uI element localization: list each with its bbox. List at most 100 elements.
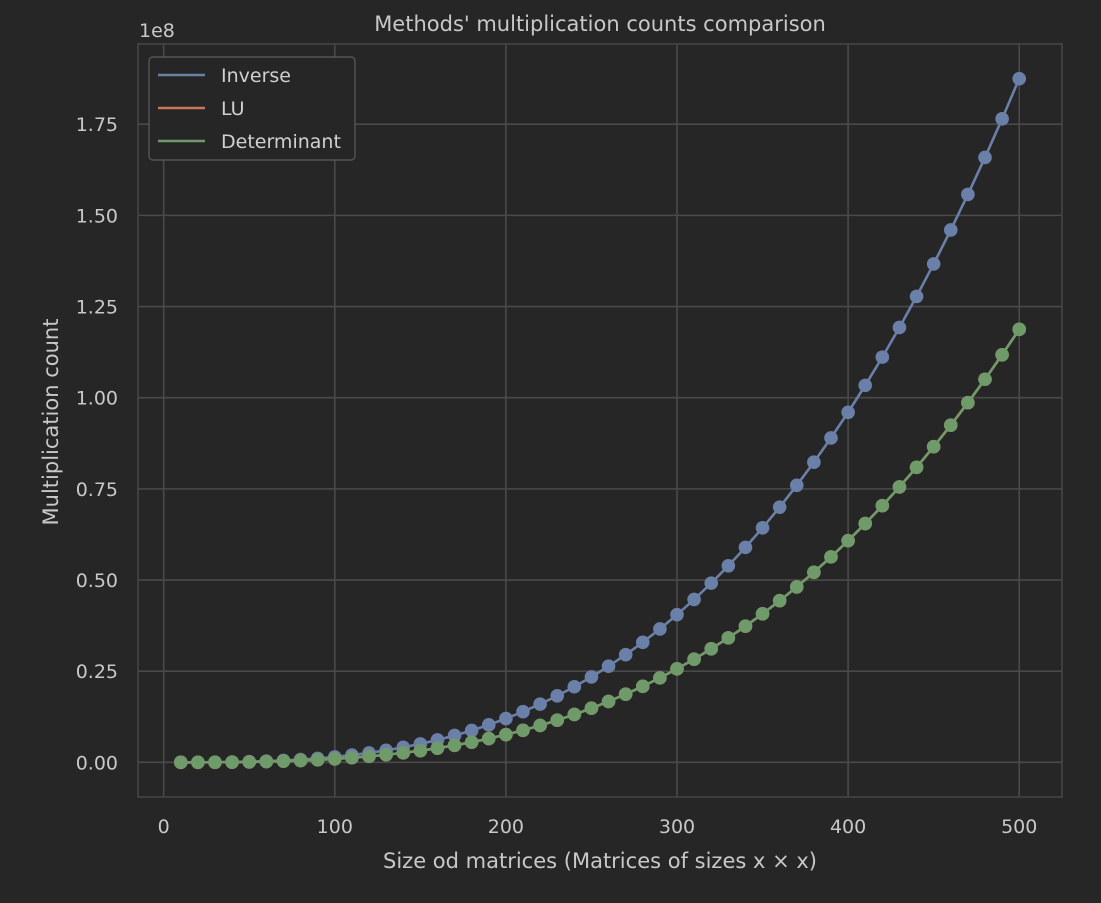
series-determinant xyxy=(173,322,1027,770)
y-axis-offset-label: 1e8 xyxy=(139,20,175,42)
data-point-determinant xyxy=(276,754,291,768)
data-point-determinant xyxy=(584,701,599,716)
data-point-determinant xyxy=(618,687,633,701)
data-point-inverse xyxy=(533,697,547,711)
data-point-inverse xyxy=(601,659,616,674)
data-point-inverse xyxy=(772,500,787,514)
legend-item-inverse: Inverse xyxy=(158,65,291,87)
data-point-determinant xyxy=(738,619,753,634)
legend-box xyxy=(148,56,356,161)
x-tick-label: 0 xyxy=(158,816,170,838)
data-point-determinant xyxy=(601,694,616,709)
data-point-inverse xyxy=(464,723,479,738)
data-point-inverse xyxy=(824,431,838,445)
data-point-inverse xyxy=(567,679,582,694)
data-point-determinant xyxy=(499,727,513,742)
data-point-inverse xyxy=(721,558,736,573)
y-tick-label: 1.00 xyxy=(76,388,118,410)
data-point-inverse xyxy=(875,350,890,364)
data-point-inverse xyxy=(961,187,975,202)
tick-labels: 0 100 200 300 400 500 0.00 0.25 0.50 0.75 1.00 1.25… xyxy=(76,114,1038,838)
data-point-determinant xyxy=(173,755,188,770)
data-point-determinant xyxy=(345,750,359,765)
plot-frame xyxy=(137,43,1063,798)
data-point-determinant xyxy=(567,707,582,722)
data-point-inverse xyxy=(1012,71,1027,86)
data-point-inverse xyxy=(516,704,530,719)
data-point-determinant xyxy=(1012,322,1027,337)
data-point-inverse xyxy=(909,289,924,304)
legend-label-inverse: Inverse xyxy=(221,65,291,87)
data-point-determinant xyxy=(892,480,907,494)
data-point-inverse xyxy=(943,223,958,237)
chart-title: Methods' multiplication counts compariso… xyxy=(374,12,826,36)
data-point-determinant xyxy=(841,533,855,548)
data-point-inverse xyxy=(807,455,821,470)
data-point-determinant xyxy=(516,723,530,738)
data-point-determinant xyxy=(789,580,804,594)
data-point-inverse xyxy=(550,689,565,703)
data-point-determinant xyxy=(926,439,941,454)
legend-label-determinant: Determinant xyxy=(221,131,341,153)
data-point-determinant xyxy=(943,418,958,432)
data-point-determinant xyxy=(704,642,719,656)
data-point-determinant xyxy=(191,755,205,770)
x-tick-label: 300 xyxy=(659,816,695,838)
data-point-determinant xyxy=(755,607,770,621)
legend-item-lu: LU xyxy=(158,98,245,120)
y-tick-label: 0.50 xyxy=(76,570,118,592)
data-point-determinant xyxy=(379,747,393,762)
data-point-inverse xyxy=(618,647,633,662)
data-point-determinant xyxy=(653,671,667,685)
x-axis-title: Size od matrices (Matrices of sizes x × … xyxy=(383,849,817,873)
data-point-determinant xyxy=(635,679,650,694)
y-axis-title: Multiplication count xyxy=(39,319,63,526)
data-point-determinant xyxy=(447,738,462,753)
data-point-determinant xyxy=(824,550,838,564)
x-tick-label: 200 xyxy=(488,816,524,838)
data-point-inverse xyxy=(687,592,701,607)
y-tick-label: 0.25 xyxy=(76,661,118,683)
data-point-inverse xyxy=(738,540,753,555)
data-point-determinant xyxy=(413,743,428,758)
y-tick-label: 0.00 xyxy=(76,752,118,774)
series-layer xyxy=(173,71,1027,770)
y-tick-label: 1.25 xyxy=(76,297,118,319)
data-point-inverse xyxy=(704,576,719,590)
x-tick-label: 400 xyxy=(830,816,866,838)
data-point-determinant xyxy=(208,755,222,770)
data-point-determinant xyxy=(772,593,787,608)
data-point-determinant xyxy=(242,755,257,769)
data-point-determinant xyxy=(858,516,873,531)
x-tick-label: 100 xyxy=(317,816,353,838)
series-line-determinant xyxy=(180,328,1021,764)
data-point-determinant xyxy=(909,460,924,475)
series-inverse xyxy=(173,71,1027,770)
data-point-inverse xyxy=(499,711,513,726)
series-line-inverse xyxy=(180,78,1021,764)
data-point-determinant xyxy=(687,652,701,666)
series-lu xyxy=(173,322,1027,770)
data-point-inverse xyxy=(858,378,873,393)
data-point-inverse xyxy=(841,405,855,420)
data-point-inverse xyxy=(481,718,496,732)
series-line-lu xyxy=(180,328,1021,764)
data-point-inverse xyxy=(892,320,907,335)
data-point-determinant xyxy=(533,718,547,733)
data-point-determinant xyxy=(310,753,325,767)
data-point-determinant xyxy=(327,752,342,766)
y-tick-label: 1.75 xyxy=(76,114,118,136)
legend-item-determinant: Determinant xyxy=(158,131,341,153)
data-point-inverse xyxy=(635,635,650,650)
data-point-inverse xyxy=(584,670,599,684)
legend-label-lu: LU xyxy=(221,98,245,120)
x-tick-label: 500 xyxy=(1001,816,1037,838)
data-point-determinant xyxy=(259,754,274,769)
data-point-inverse xyxy=(653,622,667,636)
data-point-determinant xyxy=(807,565,821,580)
data-point-determinant xyxy=(396,746,411,760)
data-point-inverse xyxy=(755,521,770,535)
data-point-inverse xyxy=(995,112,1009,126)
